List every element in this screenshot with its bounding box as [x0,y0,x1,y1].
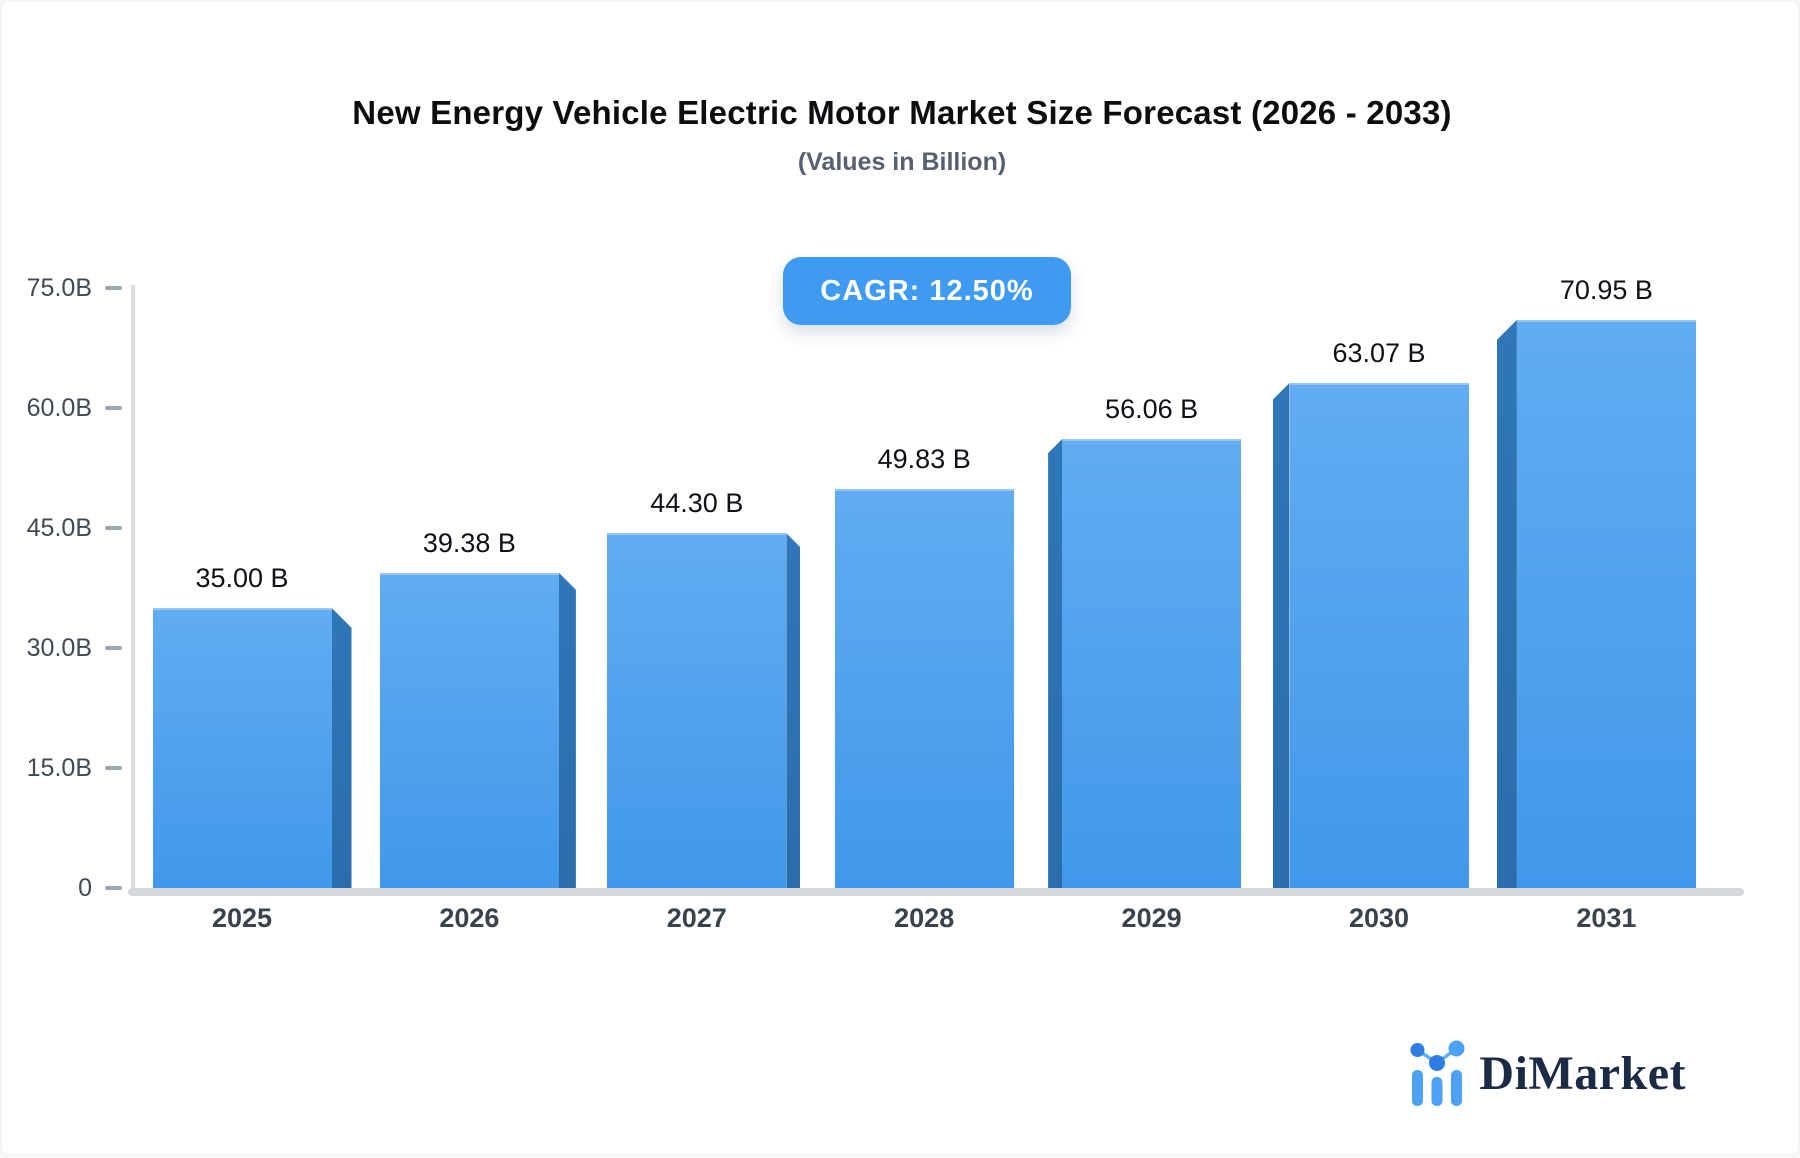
y-axis-tick-label: 60.0B [26,393,92,422]
y-axis-tick-label: 75.0B [26,273,92,302]
bar-side-3d [1496,319,1517,888]
x-axis-category-label: 2031 [1576,903,1637,933]
y-axis-tick [105,886,122,890]
bar-value-label: 56.06 B [1105,394,1199,425]
bar-2026 [379,572,576,888]
bar-line-chart-icon [1410,1040,1465,1106]
y-axis-tick-label: 45.0B [26,513,92,542]
bar-side-3d [558,572,576,888]
y-axis-tick [105,525,122,530]
bar-face [1062,439,1242,888]
bar-face [1516,319,1696,888]
bar-value-label: 49.83 B [877,444,971,475]
x-axis-category-label: 2029 [1121,903,1182,933]
brand-logo: DiMarket [1409,1034,1686,1114]
y-axis-line [131,285,135,892]
bar-value-label: 35.00 B [195,562,289,593]
bar-value-label: 63.07 B [1332,338,1426,369]
y-axis-tick [105,285,122,290]
bar-face [1289,383,1469,888]
bar-side-3d [331,607,352,888]
chart-subtitle: (Values in Billion) [797,148,1007,176]
bar-side-3d [1048,439,1063,888]
x-axis-line [128,888,1744,896]
y-axis-tick [105,765,122,770]
y-axis-tick-label: 30.0B [26,633,92,662]
bar-2030 [1272,383,1469,888]
bar-2027 [607,533,801,888]
bar-face [834,489,1014,888]
chart-title: New Energy Vehicle Electric Motor Market… [352,94,1452,131]
y-axis-tick-label: 0 [78,874,92,902]
cagr-badge-label: CAGR: 12.50% [820,274,1034,307]
x-axis-category-label: 2027 [666,903,727,933]
x-axis-category-label: 2030 [1348,903,1410,933]
bar-value-label: 70.95 B [1559,274,1653,305]
bar-side-3d [786,533,801,888]
bar-face [607,533,787,888]
bar-face [379,572,559,888]
bar-2031 [1496,319,1696,888]
bar-2029 [1048,439,1242,888]
x-axis-category-label: 2028 [894,903,955,933]
bar-side-3d [1272,383,1290,888]
bar-2025 [152,607,352,888]
bar-2028 [834,489,1014,888]
y-axis-tick-label: 15.0B [26,753,92,782]
y-axis-tick [105,405,122,410]
x-axis-category-label: 2025 [211,903,273,933]
x-axis-category-label: 2026 [439,903,500,933]
cagr-badge: CAGR: 12.50% [783,257,1071,325]
bar-face [152,607,332,888]
bar-value-label: 39.38 B [422,527,516,558]
y-axis-tick [105,645,122,650]
bar-value-label: 44.30 B [650,488,744,519]
brand-name: DiMarket [1479,1047,1686,1100]
